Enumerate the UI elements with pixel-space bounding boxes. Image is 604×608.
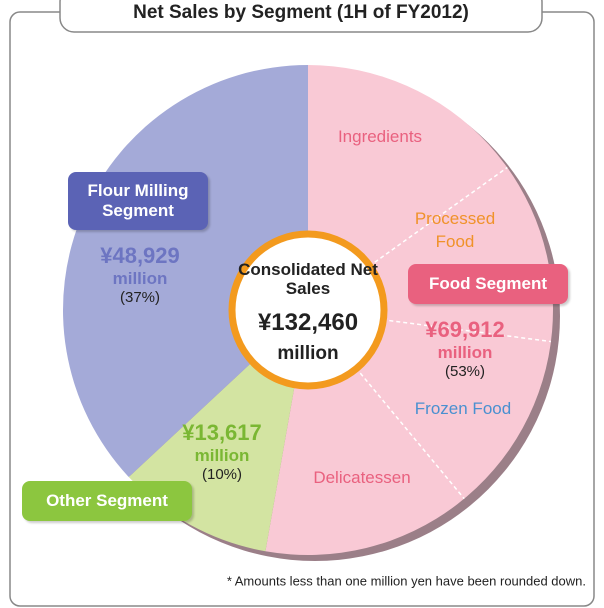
sub-segment-label: Frozen Food <box>414 399 512 418</box>
chart-title: Net Sales by Segment (1H of FY2012) <box>133 2 469 23</box>
sub-divider <box>374 166 508 263</box>
sub-segment-label: Processed Food <box>414 209 496 251</box>
center-unit: million <box>277 343 339 364</box>
value-label: ¥48,929 <box>100 243 180 268</box>
percent-label: (37%) <box>119 289 160 306</box>
percent-label: (10%) <box>201 466 242 483</box>
unit-label: million <box>437 343 493 362</box>
title-tab <box>59 0 543 33</box>
center-value: ¥132,460 <box>257 309 359 336</box>
center-ring <box>228 230 388 390</box>
sub-segment-label: Delicatessen <box>313 468 411 487</box>
sub-divider <box>359 372 465 500</box>
footnote: * Amounts less than one million yen have… <box>227 573 586 588</box>
segment-label: Flour Milling Segment <box>68 172 208 230</box>
value-label: ¥69,912 <box>425 317 505 342</box>
value-label: ¥13,617 <box>182 420 262 445</box>
sub-segment-label: Ingredients <box>337 127 423 146</box>
sub-divider <box>389 319 552 343</box>
unit-label: million <box>112 269 168 288</box>
pie-slice <box>265 65 553 555</box>
segment-label: Food Segment <box>408 264 568 304</box>
unit-label: million <box>194 446 250 465</box>
center-label: Consolidated Net Sales <box>238 260 378 299</box>
segment-label: Other Segment <box>22 481 192 521</box>
pie-slice <box>63 65 308 478</box>
percent-label: (53%) <box>444 363 485 380</box>
